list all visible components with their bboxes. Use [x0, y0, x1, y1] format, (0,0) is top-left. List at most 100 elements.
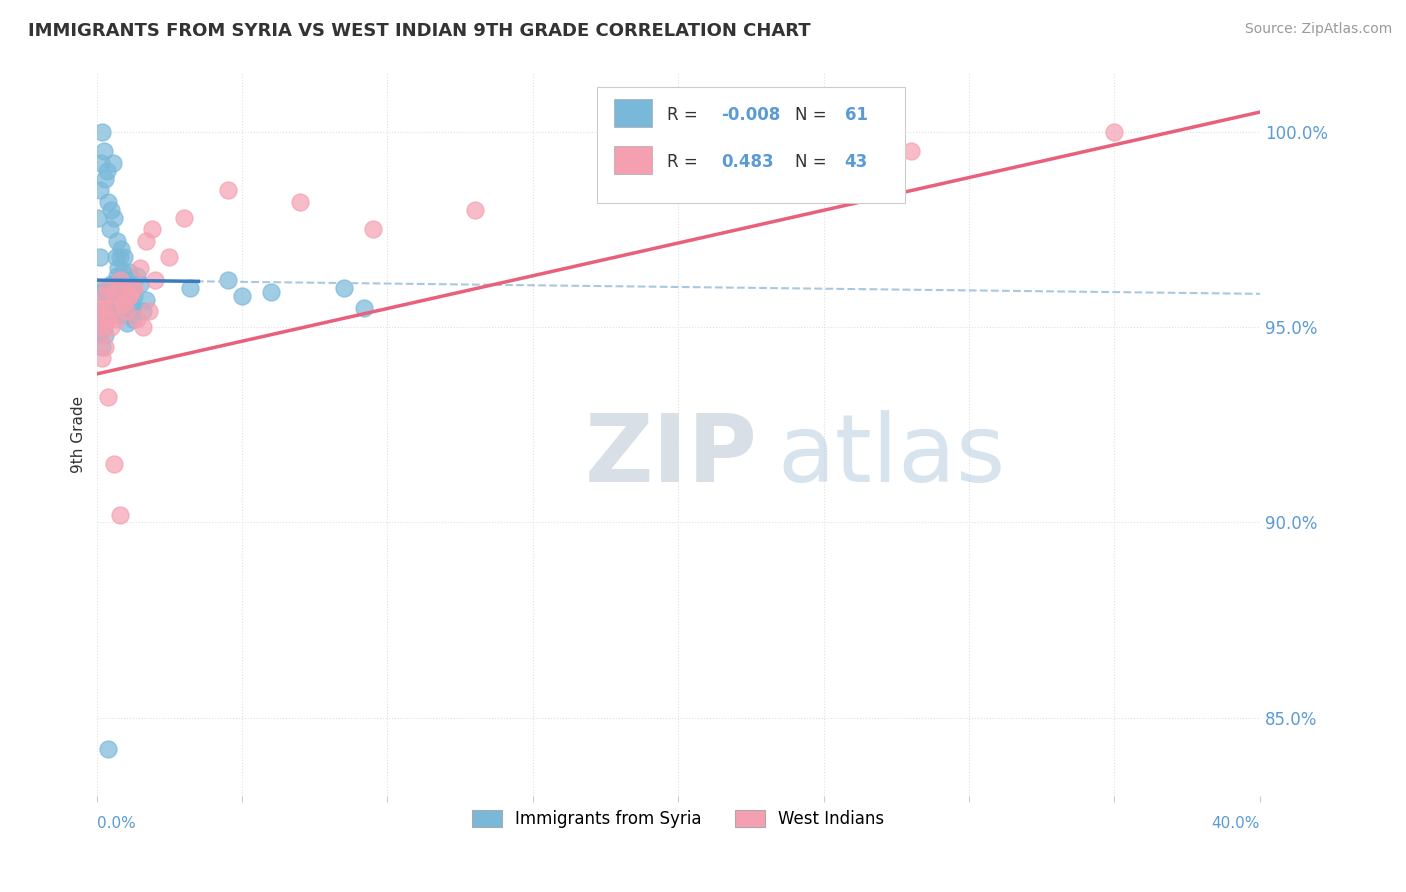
- Point: [97, 742, 120, 756]
- Point: [97, 194, 120, 209]
- Point: [105, 234, 128, 248]
- Point: [101, 289, 124, 303]
- Point: [108, 304, 131, 318]
- Point: [900, 144, 922, 158]
- Point: [94, 289, 117, 303]
- Point: [117, 265, 139, 279]
- Point: [103, 289, 125, 303]
- Text: Source: ZipAtlas.com: Source: ZipAtlas.com: [1244, 22, 1392, 37]
- Point: [231, 289, 253, 303]
- Point: [104, 281, 127, 295]
- Point: [122, 301, 145, 315]
- Point: [114, 273, 136, 287]
- FancyBboxPatch shape: [614, 99, 651, 128]
- FancyBboxPatch shape: [614, 146, 651, 174]
- Legend: Immigrants from Syria, West Indians: Immigrants from Syria, West Indians: [465, 804, 891, 835]
- Point: [89, 183, 111, 197]
- Point: [114, 304, 136, 318]
- Point: [108, 273, 131, 287]
- Point: [111, 296, 134, 310]
- Point: [105, 269, 128, 284]
- Point: [124, 281, 146, 295]
- Point: [103, 211, 125, 225]
- Text: R =: R =: [666, 153, 707, 171]
- Point: [110, 242, 132, 256]
- Point: [100, 320, 122, 334]
- Point: [361, 222, 384, 236]
- Text: N =: N =: [794, 153, 831, 171]
- Point: [100, 277, 122, 291]
- Text: 0.0%: 0.0%: [97, 815, 135, 830]
- Point: [104, 250, 127, 264]
- Text: -0.008: -0.008: [721, 106, 780, 124]
- Point: [129, 261, 152, 276]
- Point: [132, 304, 155, 318]
- Point: [120, 308, 142, 322]
- Point: [90, 281, 112, 295]
- Text: ZIP: ZIP: [585, 410, 758, 502]
- Point: [94, 301, 117, 315]
- Point: [103, 457, 125, 471]
- Point: [89, 324, 111, 338]
- Point: [89, 312, 111, 326]
- Point: [135, 234, 157, 248]
- Point: [115, 316, 138, 330]
- Point: [117, 289, 139, 303]
- Point: [90, 327, 112, 342]
- Text: 43: 43: [845, 153, 868, 171]
- Point: [127, 312, 149, 326]
- Point: [94, 340, 117, 354]
- Point: [94, 327, 117, 342]
- Point: [173, 211, 195, 225]
- Point: [157, 250, 180, 264]
- Point: [107, 261, 129, 276]
- Point: [91, 320, 114, 334]
- Point: [105, 281, 128, 295]
- Point: [112, 250, 135, 264]
- Point: [93, 312, 115, 326]
- Point: [117, 289, 139, 303]
- Point: [725, 156, 748, 170]
- Text: 61: 61: [845, 106, 868, 124]
- Point: [121, 281, 143, 295]
- Text: atlas: atlas: [778, 410, 1005, 502]
- Y-axis label: 9th Grade: 9th Grade: [72, 396, 86, 473]
- Text: 0.483: 0.483: [721, 153, 773, 171]
- Point: [120, 301, 142, 315]
- Point: [129, 277, 152, 291]
- Point: [353, 301, 375, 315]
- Point: [97, 312, 120, 326]
- Point: [179, 281, 201, 295]
- Point: [93, 301, 115, 315]
- Point: [107, 308, 129, 322]
- Point: [91, 351, 114, 366]
- Point: [108, 250, 131, 264]
- Point: [121, 281, 143, 295]
- Point: [595, 183, 617, 197]
- Point: [260, 285, 283, 299]
- Point: [464, 202, 486, 217]
- Point: [97, 289, 120, 303]
- Point: [100, 202, 122, 217]
- Point: [115, 289, 138, 303]
- Point: [112, 293, 135, 307]
- FancyBboxPatch shape: [596, 87, 905, 203]
- Point: [94, 171, 117, 186]
- Point: [93, 320, 115, 334]
- Point: [91, 125, 114, 139]
- Point: [87, 301, 110, 315]
- Point: [96, 163, 118, 178]
- Point: [122, 312, 145, 326]
- Point: [91, 340, 114, 354]
- Point: [141, 222, 163, 236]
- Text: N =: N =: [794, 106, 831, 124]
- Point: [124, 289, 146, 303]
- Point: [98, 222, 121, 236]
- Point: [135, 293, 157, 307]
- Point: [89, 250, 111, 264]
- Point: [111, 265, 134, 279]
- Point: [98, 296, 121, 310]
- Point: [100, 301, 122, 315]
- Point: [93, 144, 115, 158]
- Point: [91, 285, 114, 299]
